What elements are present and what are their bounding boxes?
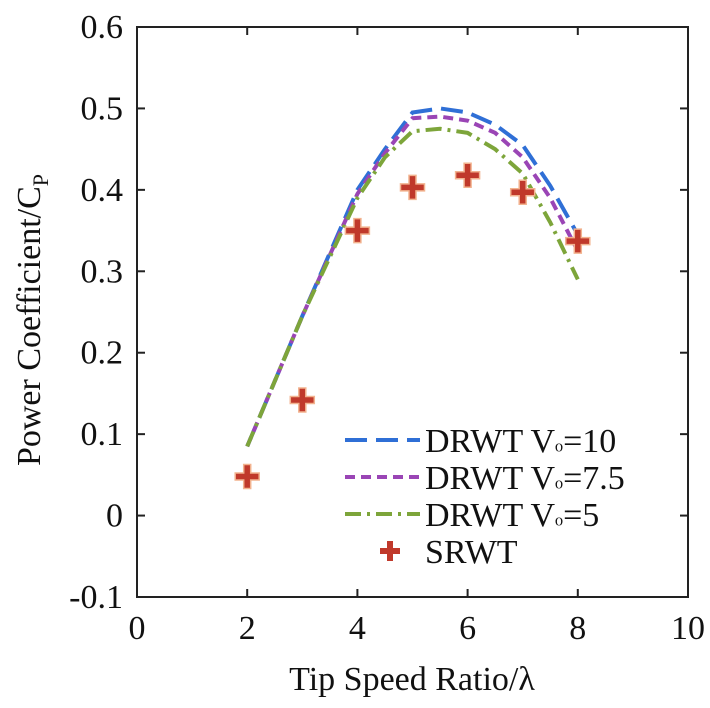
legend-label-sub: ⁰	[555, 478, 563, 500]
legend-item: SRWT	[380, 534, 518, 571]
legend-label-sub: ⁰	[555, 441, 563, 463]
srwt-marker	[565, 228, 591, 254]
srwt-marker	[234, 463, 260, 490]
legend-label-value: =7.5	[563, 460, 625, 497]
x-tick-label: 8	[569, 610, 586, 647]
legend-label-name: DRWT V	[425, 460, 555, 497]
y-axis-title-main: Power Coefficient/C	[11, 186, 48, 466]
legend-item: DRWT V⁰=7.5	[345, 460, 625, 500]
y-tick-label: 0.3	[81, 253, 124, 290]
srwt-point	[344, 217, 371, 244]
x-tick-label: 4	[349, 610, 366, 647]
legend-marker	[380, 541, 400, 561]
series-group	[234, 106, 591, 490]
y-axis-title-subscript: P	[28, 174, 53, 186]
srwt-point	[399, 174, 426, 201]
srwt-marker	[344, 217, 371, 244]
legend-label-value: =5	[563, 497, 599, 534]
legend-label-value: =10	[563, 423, 616, 460]
srwt-marker	[399, 174, 426, 201]
y-tick-label: 0	[106, 498, 123, 535]
srwt-point	[289, 387, 316, 413]
plot-frame	[136, 26, 689, 598]
legend-label: SRWT	[425, 534, 518, 571]
legend-label-sub: ⁰	[555, 515, 563, 537]
y-axis-title: Power Coefficient/CP	[11, 174, 53, 466]
plot-area	[136, 26, 689, 598]
series-line-0	[245, 106, 580, 448]
x-tick-label: 10	[671, 610, 705, 647]
x-tick-label: 0	[129, 610, 146, 647]
y-tick-label: 0.2	[81, 335, 124, 372]
srwt-point	[509, 179, 536, 206]
y-tick-label: 0.5	[81, 90, 124, 127]
srwt-point	[234, 463, 260, 490]
legend-label-name: DRWT V	[425, 423, 555, 460]
legend-label-name: SRWT	[425, 534, 518, 571]
srwt-point	[565, 228, 591, 254]
y-tick-label: -0.1	[69, 579, 123, 616]
legend-item: DRWT V⁰=10	[345, 423, 616, 463]
axis-ticks: 0 2 4 6 8 10-0.100.10.20.30.40.50.6	[69, 9, 705, 647]
y-tick-label: 0.4	[81, 172, 124, 209]
legend-label: DRWT V⁰=10	[425, 423, 616, 463]
srwt-marker	[509, 179, 536, 206]
x-tick-label: 2	[239, 610, 256, 647]
legend-item: DRWT V⁰=5	[345, 497, 599, 537]
legend-label: DRWT V⁰=5	[425, 497, 599, 537]
srwt-marker	[289, 387, 316, 413]
x-axis-title: Tip Speed Ratio/λ	[289, 661, 535, 698]
legend-label: DRWT V⁰=7.5	[425, 460, 625, 500]
y-tick-label: 0.6	[81, 9, 124, 46]
y-tick-label: 0.1	[81, 416, 124, 453]
srwt-marker	[454, 162, 481, 188]
x-tick-label: 6	[459, 610, 476, 647]
srwt-point	[454, 162, 481, 188]
legend-label-name: DRWT V	[425, 497, 555, 534]
